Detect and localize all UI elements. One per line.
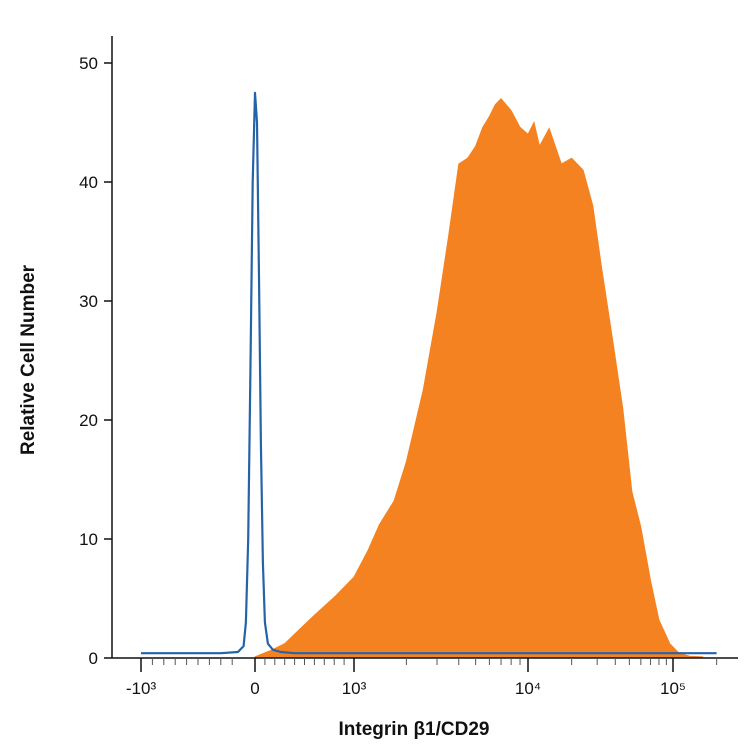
axes: 0 10 20 30 40 50 -10³ 0 10³ 10⁴ 10⁵	[79, 36, 738, 698]
x-tick-label: 0	[250, 679, 259, 698]
y-tick-label: 30	[79, 292, 98, 311]
plot-area	[141, 91, 717, 659]
x-tick-label: 10⁴	[515, 679, 541, 698]
y-tick-label: 0	[89, 649, 98, 668]
y-tick-label: 10	[79, 530, 98, 549]
outline-histogram-series	[141, 91, 717, 655]
y-tick-label: 40	[79, 173, 98, 192]
x-tick-label: -10³	[126, 679, 157, 698]
y-tick-label: 50	[79, 54, 98, 73]
y-axis-title: Relative Cell Number	[18, 264, 39, 455]
x-tick-label: 10³	[342, 679, 367, 698]
filled-histogram-series	[254, 97, 704, 659]
x-axis-title: Integrin β1/CD29	[339, 719, 490, 740]
y-tick-label: 20	[79, 411, 98, 430]
x-tick-label: 10⁵	[660, 679, 686, 698]
